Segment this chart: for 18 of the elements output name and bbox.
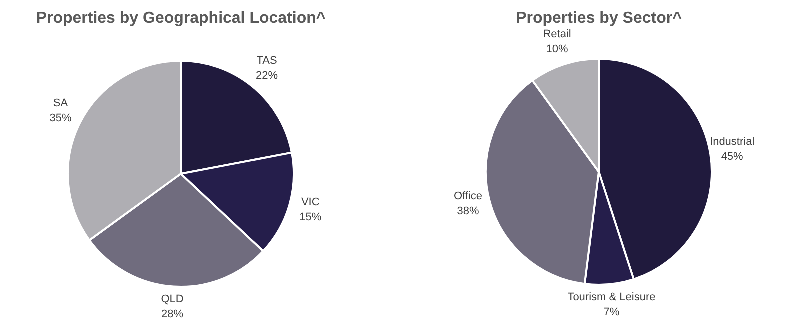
data-label: 15% [300,212,322,224]
chart-title: Properties by Sector^ [516,10,682,27]
slice-label: Industrial [710,136,755,148]
data-label: 22% [256,70,278,82]
slice-label: QLD [161,294,184,306]
data-label: 38% [457,206,480,218]
slice-label: VIC [301,196,320,209]
slice-label: Retail [543,28,572,41]
data-label: 10% [546,44,568,56]
data-label: 28% [162,308,184,321]
slice-label: TAS [256,54,278,67]
chart-title: Properties by Geographical Location^ [36,10,326,27]
data-label: 7% [604,306,620,318]
slice-label: SA [53,98,69,110]
slice-label: Office [454,190,483,203]
slice-label: Tourism & Leisure [568,291,656,304]
data-label: 45% [721,150,744,163]
data-label: 35% [50,112,72,125]
